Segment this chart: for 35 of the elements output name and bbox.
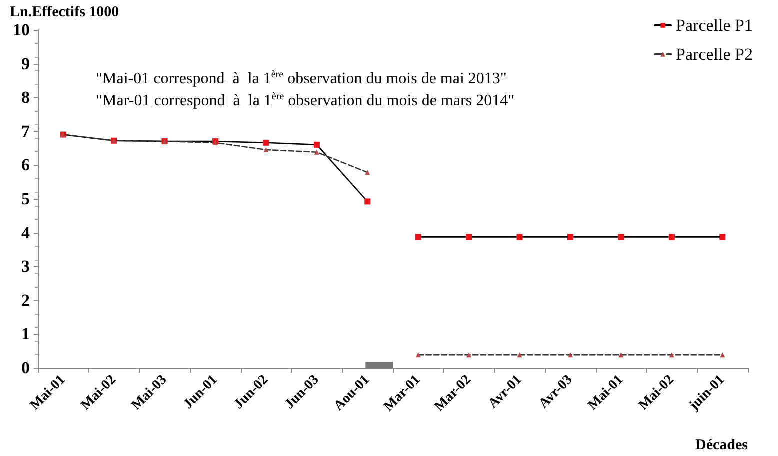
point — [314, 150, 320, 155]
point — [263, 140, 270, 146]
point — [364, 198, 371, 205]
legend-label: Parcelle P1 — [676, 16, 754, 35]
y-tick-label: 7 — [22, 122, 30, 141]
point — [668, 234, 675, 240]
point — [669, 352, 674, 358]
y-tick-label: 8 — [22, 88, 30, 108]
y-tick-label: 3 — [22, 257, 30, 276]
point — [618, 352, 624, 358]
point — [720, 352, 726, 358]
y-tick-label: 1 — [22, 324, 30, 344]
point — [416, 352, 421, 358]
y-axis-title: Ln.Effectifs 1000 — [10, 4, 120, 20]
point — [516, 234, 523, 240]
point — [466, 352, 472, 358]
point — [568, 352, 573, 358]
point — [314, 142, 320, 148]
y-tick-label: 9 — [22, 54, 30, 74]
point — [618, 234, 624, 240]
y-tick-label: 2 — [22, 290, 30, 310]
point — [264, 147, 269, 152]
y-tick-label: 4 — [22, 223, 30, 242]
y-tick-label: 10 — [13, 20, 30, 40]
y-tick-label: 0 — [22, 358, 30, 378]
point — [365, 170, 370, 176]
y-tick-label: 5 — [22, 190, 30, 208]
y-tick-label: 6 — [22, 156, 30, 175]
x-axis-title: Décades — [696, 438, 748, 454]
point — [517, 352, 522, 358]
point — [466, 234, 472, 240]
point — [568, 234, 574, 240]
point — [720, 234, 726, 240]
point — [415, 234, 422, 240]
legend-label: Parcelle P2 — [676, 45, 754, 64]
